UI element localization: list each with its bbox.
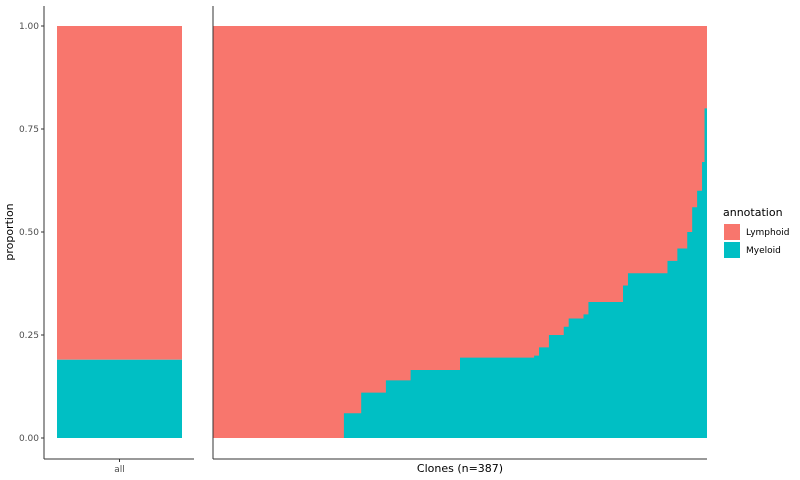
bar-segment-myeloid xyxy=(57,359,182,438)
panel-all xyxy=(57,26,182,438)
x-label-all: all xyxy=(114,465,125,475)
legend-swatch-myeloid xyxy=(724,242,740,258)
legend-label-myeloid: Myeloid xyxy=(746,246,781,256)
legend-label-lymphoid: Lymphoid xyxy=(746,228,789,238)
y-tick-label: 0.25 xyxy=(19,331,39,341)
panel-clones xyxy=(213,26,707,438)
legend-title: annotation xyxy=(723,206,783,219)
y-tick-label: 0.00 xyxy=(19,434,39,444)
clones-myeloid-area xyxy=(213,26,707,438)
y-axis-title: proportion xyxy=(3,203,16,260)
legend: annotation Lymphoid Myeloid xyxy=(723,206,789,258)
y-tick-label: 0.75 xyxy=(19,125,39,135)
y-tick-label: 0.50 xyxy=(19,228,39,238)
y-tick-label: 1.00 xyxy=(19,22,39,32)
x-label-clones: Clones (n=387) xyxy=(417,462,503,475)
axes: 0.00 0.25 0.50 0.75 1.00 all Clones (n=387) pro… xyxy=(3,6,707,475)
legend-swatch-lymphoid xyxy=(724,224,740,240)
bar-segment-lymphoid xyxy=(57,26,182,360)
